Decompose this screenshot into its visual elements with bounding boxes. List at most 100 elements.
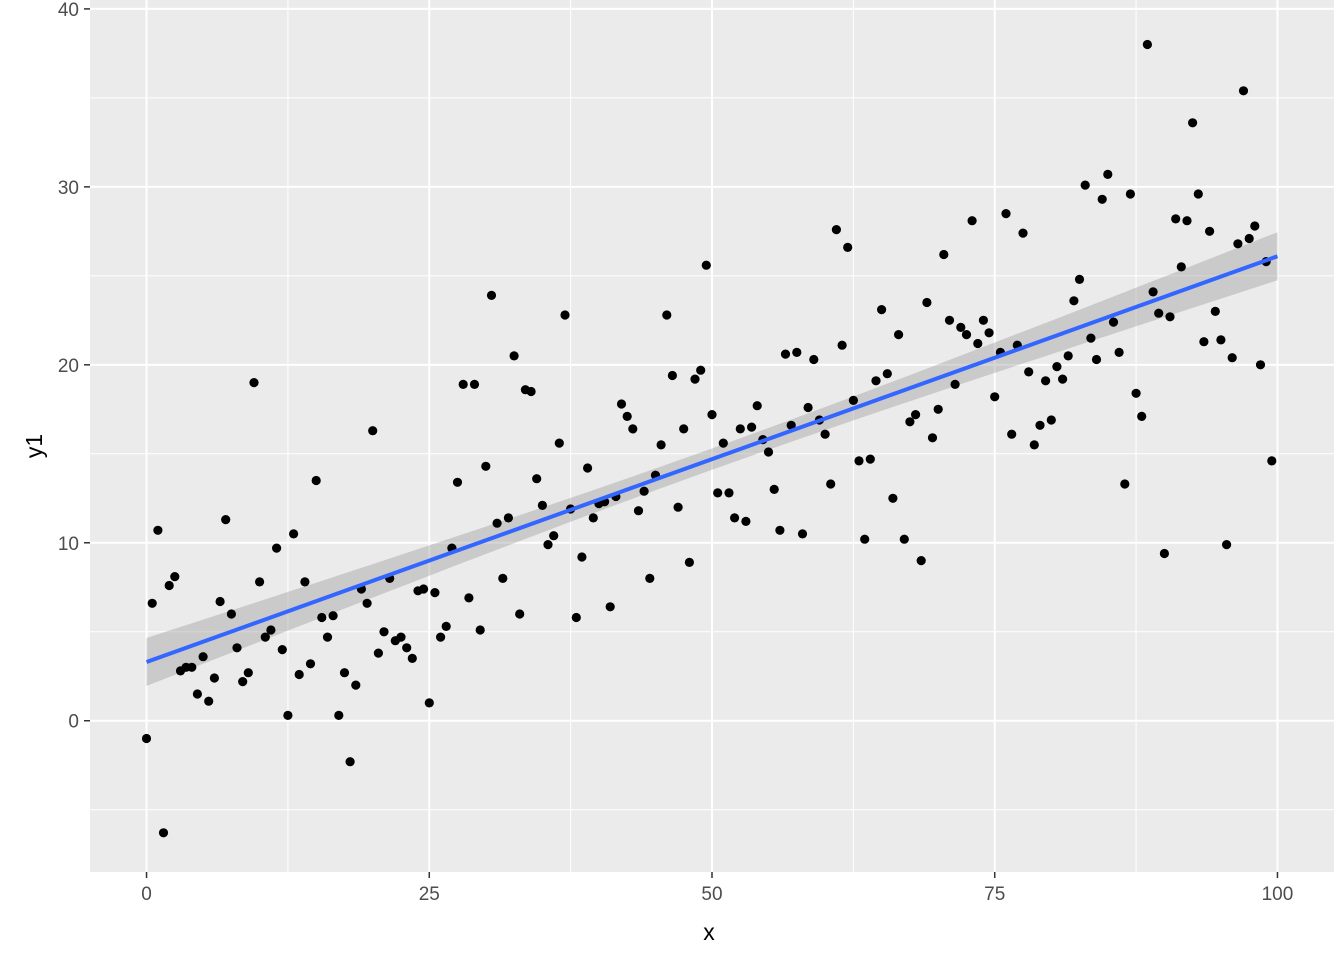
data-point [735, 424, 745, 434]
data-point [724, 488, 734, 498]
data-point [1052, 362, 1062, 372]
data-point [922, 297, 932, 308]
data-point [1193, 189, 1203, 199]
data-point [775, 525, 785, 535]
data-point [809, 354, 819, 365]
data-point [430, 588, 440, 598]
major-gridlines [90, 0, 1334, 872]
data-point [577, 552, 587, 562]
data-point [549, 531, 559, 541]
data-point [1035, 420, 1045, 430]
data-point [498, 573, 508, 584]
data-point [481, 461, 491, 471]
data-point [1018, 228, 1028, 238]
data-point [1267, 456, 1277, 466]
data-point [334, 710, 344, 721]
data-point [1159, 548, 1169, 559]
data-point [283, 710, 293, 721]
data-point [1148, 287, 1158, 297]
data-point [215, 596, 225, 607]
data-point [543, 540, 553, 550]
data-point [860, 534, 870, 544]
data-point [667, 370, 678, 381]
data-point [1108, 317, 1119, 327]
data-point [300, 577, 310, 587]
y-tick-label: 20 [58, 356, 79, 377]
data-point [961, 330, 972, 340]
x-tick-label: 0 [141, 884, 152, 905]
x-tick-label: 75 [984, 884, 1005, 905]
data-point [475, 625, 485, 635]
data-point [515, 609, 525, 619]
data-point [1131, 388, 1141, 398]
data-point [1074, 274, 1085, 284]
data-point [554, 438, 564, 448]
data-point [1210, 306, 1220, 316]
data-point [752, 401, 762, 411]
data-point [803, 402, 813, 413]
data-point [747, 422, 757, 432]
data-point [305, 659, 316, 669]
data-point [238, 677, 248, 687]
data-point [1205, 226, 1215, 236]
data-point [249, 378, 259, 388]
data-point [311, 475, 321, 486]
data-point [622, 411, 632, 421]
data-point [877, 305, 887, 315]
data-point [486, 290, 497, 300]
data-point [1041, 376, 1051, 386]
data-point [831, 225, 842, 235]
data-point [141, 733, 152, 744]
data-point [894, 330, 904, 340]
data-point [379, 627, 389, 637]
data-point [1114, 347, 1124, 357]
data-point [1176, 262, 1186, 272]
data-point [272, 543, 282, 553]
data-point [1199, 337, 1209, 347]
data-point [950, 379, 960, 389]
data-point [769, 484, 779, 494]
y-tick-label: 30 [58, 178, 79, 199]
data-point [871, 376, 881, 386]
data-point [707, 410, 717, 420]
y-tick-label: 40 [58, 0, 79, 21]
data-point [837, 340, 847, 350]
data-point [537, 500, 548, 510]
data-point [583, 463, 593, 473]
data-point [526, 386, 536, 397]
data-point [351, 680, 361, 690]
data-point [260, 632, 270, 642]
data-point [645, 573, 655, 584]
data-point [882, 369, 892, 379]
data-point [407, 653, 417, 664]
data-point [1069, 296, 1079, 306]
data-point [209, 673, 219, 683]
data-point [1024, 367, 1034, 377]
data-point [1080, 180, 1090, 190]
data-point [843, 242, 853, 252]
data-point [899, 534, 909, 544]
data-point [656, 440, 666, 450]
data-point [266, 625, 276, 635]
data-point [826, 479, 836, 489]
data-point [905, 417, 915, 427]
data-point [396, 632, 406, 642]
y-tick-label: 10 [58, 534, 79, 555]
data-point [588, 513, 598, 523]
data-point [990, 392, 1000, 402]
data-point [170, 572, 180, 582]
data-point [402, 643, 412, 653]
data-point [1097, 194, 1107, 204]
data-point [1137, 411, 1147, 421]
data-point [204, 696, 214, 706]
data-point [1238, 86, 1249, 96]
data-point [158, 828, 169, 838]
data-point [1007, 429, 1017, 439]
data-point [1001, 209, 1011, 219]
data-point [1255, 360, 1266, 370]
data-point [1250, 221, 1260, 231]
y-axis-title: y1 [21, 434, 47, 458]
data-point [973, 338, 983, 349]
data-point [741, 516, 751, 527]
